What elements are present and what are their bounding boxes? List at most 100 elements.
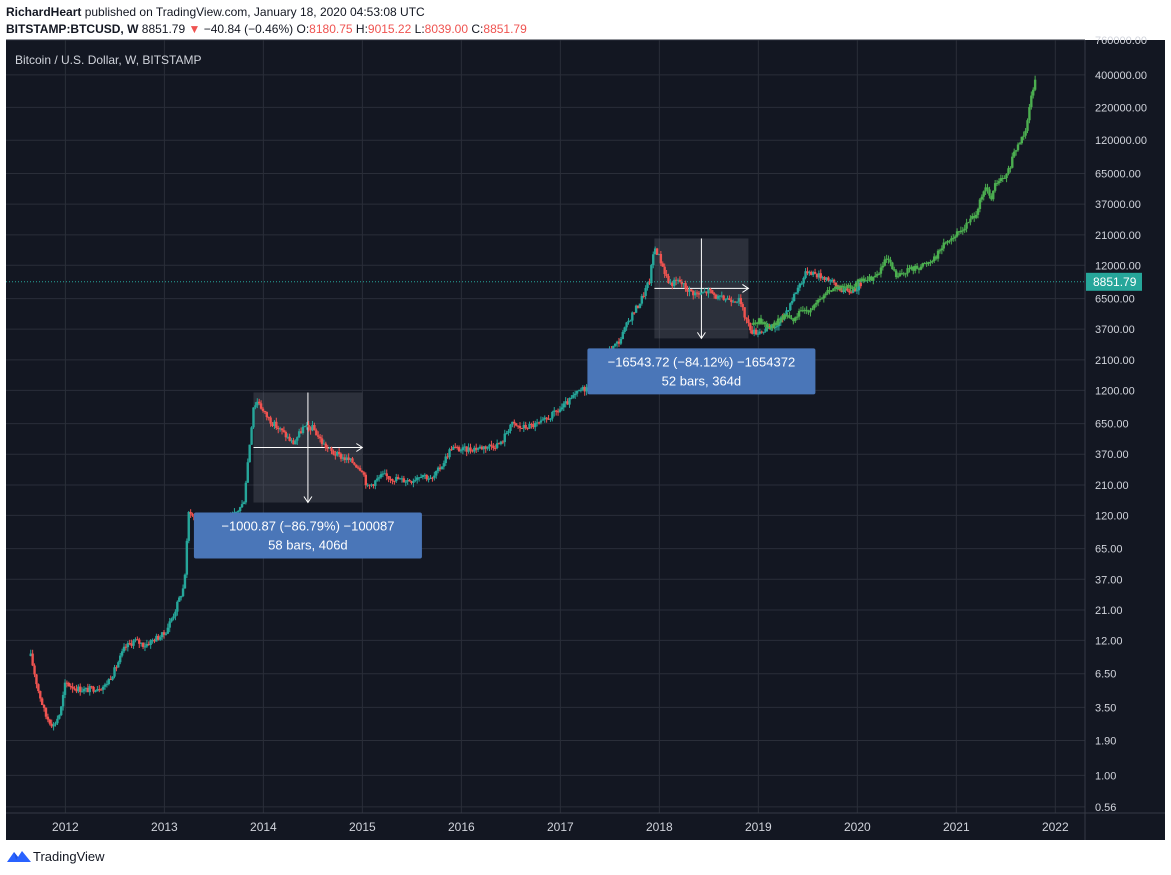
projection-candle	[889, 259, 892, 263]
projection-candle	[864, 280, 867, 282]
projection-candle	[839, 285, 843, 288]
candle	[368, 484, 371, 486]
candle	[469, 447, 472, 451]
candle	[722, 295, 725, 300]
candle	[248, 444, 251, 463]
candle	[821, 277, 824, 279]
projection-candle	[988, 189, 991, 196]
candle	[674, 279, 678, 281]
candle	[242, 502, 246, 505]
candle	[96, 689, 99, 692]
candle	[151, 639, 154, 641]
candle	[756, 333, 760, 335]
candle	[581, 386, 585, 390]
author-name[interactable]: RichardHeart	[6, 5, 82, 19]
change-down-icon: ▼	[188, 22, 201, 36]
candle	[356, 467, 360, 469]
candle	[530, 423, 533, 425]
candle	[535, 422, 539, 424]
candle	[179, 596, 183, 598]
candle	[246, 462, 249, 483]
footer-brand[interactable]: TradingView	[33, 849, 105, 864]
projection-candle	[795, 316, 799, 318]
candle	[724, 299, 727, 301]
candle	[301, 426, 305, 434]
x-tick-label: 2019	[745, 820, 772, 834]
measure-label-bars: 58 bars, 406d	[268, 538, 348, 553]
candle	[147, 643, 150, 646]
projection-candle	[885, 258, 888, 260]
candle	[640, 295, 644, 304]
candle	[718, 295, 722, 297]
projection-candle	[767, 326, 770, 328]
candle	[286, 436, 289, 438]
candle	[633, 312, 636, 314]
candle	[278, 428, 282, 430]
projection-candle	[849, 285, 852, 289]
candle	[575, 390, 579, 394]
candle	[579, 389, 583, 391]
candle	[564, 401, 567, 404]
candle	[277, 427, 280, 429]
projection-candle	[999, 178, 1003, 182]
candle	[848, 290, 851, 293]
candle	[813, 272, 817, 274]
candle	[537, 422, 541, 424]
candle	[720, 295, 723, 297]
projection-candle	[874, 275, 877, 278]
candle	[636, 305, 640, 308]
x-tick-label: 2013	[151, 820, 178, 834]
candle	[410, 481, 413, 483]
candle	[408, 480, 411, 482]
projection-candle	[807, 311, 810, 313]
candle	[54, 723, 57, 725]
x-tick-label: 2012	[52, 820, 79, 834]
candle	[99, 689, 103, 691]
candle	[684, 283, 687, 289]
candle	[830, 279, 834, 281]
candle	[770, 325, 773, 329]
symbol-label: BITSTAMP:BTCUSD, W	[6, 22, 139, 36]
y-tick-label: 21000.00	[1095, 230, 1141, 242]
tradingview-logo-icon[interactable]	[6, 848, 32, 864]
candle	[528, 423, 531, 429]
candle	[303, 426, 307, 428]
projection-candle	[1026, 120, 1029, 131]
candle	[433, 475, 436, 478]
projection-candle	[900, 273, 904, 275]
y-tick-label: 1200.00	[1095, 385, 1135, 397]
candle	[294, 440, 297, 445]
candle	[56, 718, 59, 724]
projection-candle	[824, 293, 827, 296]
candle	[130, 643, 133, 646]
projection-candle	[790, 317, 793, 320]
projection-candle	[755, 322, 759, 324]
projection-candle	[893, 269, 896, 271]
candle	[421, 475, 425, 478]
candle	[653, 248, 657, 255]
candle	[141, 642, 145, 647]
candle	[84, 687, 88, 689]
candle	[139, 642, 143, 644]
candle	[355, 464, 358, 468]
candle	[825, 277, 828, 280]
candle	[265, 412, 269, 418]
candle	[819, 273, 822, 279]
candle	[743, 307, 746, 318]
candle	[577, 390, 581, 392]
candle	[290, 440, 293, 442]
projection-candle	[955, 231, 959, 237]
projection-candle	[965, 222, 968, 229]
projection-candle	[799, 310, 803, 312]
y-tick-label: 760000.00	[1095, 35, 1147, 47]
candle	[539, 420, 543, 423]
candle	[484, 446, 487, 449]
candle	[155, 635, 158, 642]
candle	[712, 293, 716, 295]
candle	[168, 621, 171, 628]
candle	[267, 417, 270, 419]
candle	[775, 326, 779, 328]
candle	[705, 291, 708, 294]
candle	[613, 343, 617, 346]
